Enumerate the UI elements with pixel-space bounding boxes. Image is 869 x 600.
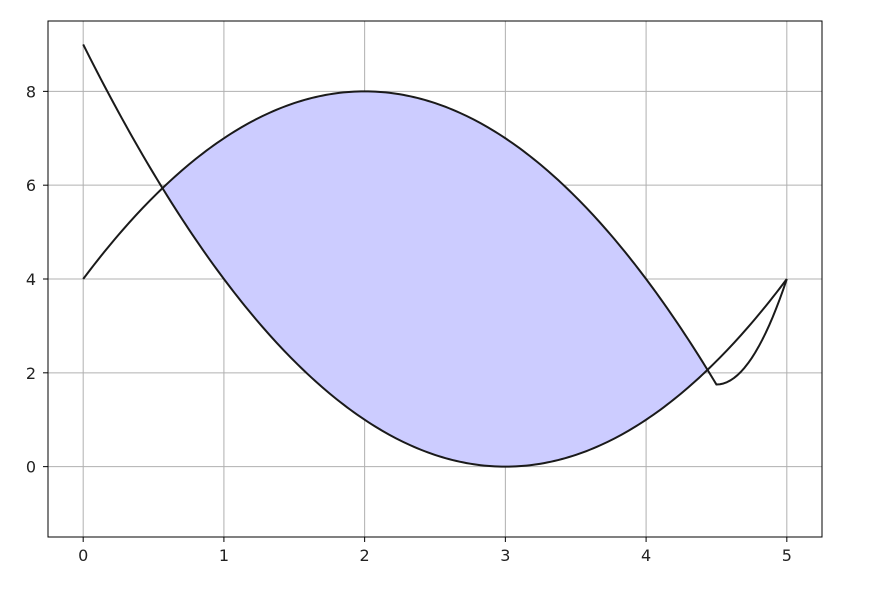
x-tick-label: 5 bbox=[782, 546, 792, 565]
x-tick-label: 2 bbox=[360, 546, 370, 565]
x-tick-label: 0 bbox=[78, 546, 88, 565]
y-tick-label: 8 bbox=[26, 82, 36, 101]
y-tick-label: 2 bbox=[26, 364, 36, 383]
fill-between-region bbox=[162, 91, 708, 467]
curve-parabola bbox=[82, 90, 788, 386]
axis-ticks bbox=[43, 90, 788, 542]
y-tick-label: 6 bbox=[26, 176, 36, 195]
x-tick-label: 3 bbox=[500, 546, 510, 565]
x-tick-label: 1 bbox=[219, 546, 229, 565]
y-tick-label: 0 bbox=[26, 458, 36, 477]
tick-labels: 0 1 2 3 4 5 0 2 4 6 8 bbox=[26, 82, 792, 565]
y-tick-label: 4 bbox=[26, 270, 36, 289]
curve-descending bbox=[82, 44, 788, 468]
x-tick-label: 4 bbox=[641, 546, 651, 565]
